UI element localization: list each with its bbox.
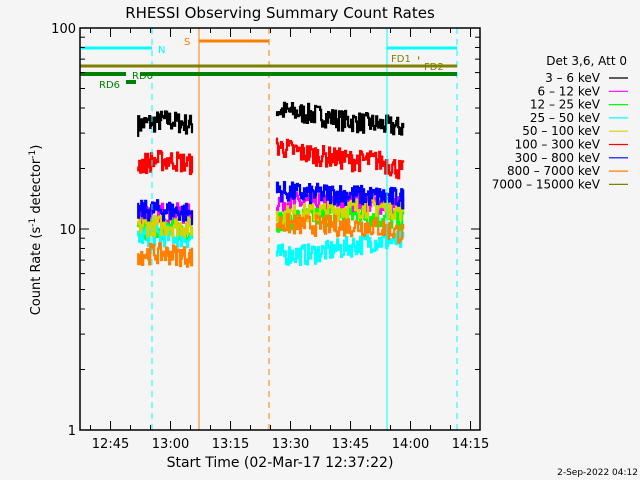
x-tick-label: 13:15 xyxy=(212,437,249,452)
footer-date: 2-Sep-2022 04:12 xyxy=(557,468,638,478)
series-line-0-segment-1 xyxy=(275,101,405,136)
legend-label: 300 – 800 keV xyxy=(515,151,601,165)
y-tick-label: 10 xyxy=(59,223,76,238)
legend-label: 100 – 300 keV xyxy=(515,138,601,152)
x-tick-label: 14:00 xyxy=(392,437,429,452)
legend-label: 3 – 6 keV xyxy=(545,71,601,85)
series-line-7-segment-0 xyxy=(137,242,194,268)
x-tick-label: 14:15 xyxy=(452,437,489,452)
x-axis-label: Start Time (02-Mar-17 12:37:22) xyxy=(167,455,394,471)
series-line-6-segment-1 xyxy=(275,181,405,210)
x-tick-label: 13:45 xyxy=(332,437,369,452)
chart-title: RHESSI Observing Summary Count Rates xyxy=(125,4,435,22)
series-line-3-segment-1 xyxy=(275,230,405,266)
x-tick-label: 13:30 xyxy=(272,437,309,452)
legend-label: 12 – 25 keV xyxy=(530,98,601,112)
flag-label-n: N xyxy=(158,45,165,56)
flag-label-rd0: RD0 xyxy=(132,71,153,82)
plot-area: N S FD1 FD2 RD0 RD6 12:45 13:00 13:15 13:30 13:45 1… xyxy=(51,22,489,452)
series-line-6-segment-0 xyxy=(137,199,194,226)
legend-label: 800 – 7000 keV xyxy=(507,164,601,178)
series-line-4-segment-0 xyxy=(137,214,194,238)
flag-label-rd6: RD6 xyxy=(99,80,120,91)
x-tick-label: 12:45 xyxy=(92,437,129,452)
legend-label: 6 – 12 keV xyxy=(538,84,601,98)
flag-label-fd1: FD1 xyxy=(391,54,411,65)
legend-label: 25 – 50 keV xyxy=(530,111,601,125)
legend-label: 50 – 100 keV xyxy=(522,124,601,138)
flag-label-s: S xyxy=(184,37,190,48)
series-line-5-segment-0 xyxy=(137,149,194,176)
y-axis-label: Count Rate (s-1 detector-1) xyxy=(28,145,44,316)
x-tick-label: 13:00 xyxy=(152,437,189,452)
legend-title: Det 3,6, Att 0 xyxy=(546,54,627,68)
series-line-5-segment-1 xyxy=(275,137,405,180)
y-tick-label: 1 xyxy=(68,424,76,439)
series-line-7-segment-1 xyxy=(275,213,405,244)
legend-label: 7000 – 15000 keV xyxy=(492,177,601,191)
flag-label-fd2: FD2 xyxy=(424,62,444,73)
series-line-0-segment-0 xyxy=(137,110,194,137)
y-tick-label: 100 xyxy=(51,22,76,37)
